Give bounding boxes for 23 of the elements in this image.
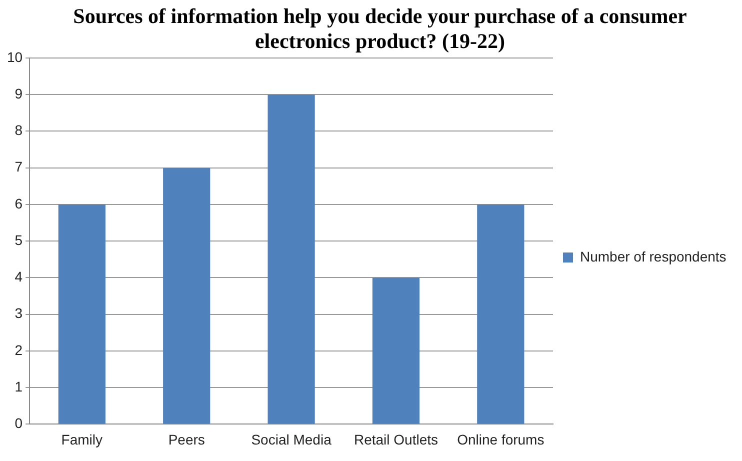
y-tick-label: 7 — [14, 158, 23, 175]
y-tick-label: 0 — [14, 415, 23, 432]
y-tick-label: 8 — [14, 122, 23, 138]
bar — [477, 204, 524, 424]
y-tick-label: 6 — [14, 195, 23, 212]
bar — [58, 204, 106, 424]
bar — [163, 168, 210, 424]
y-tick-label: 4 — [14, 268, 23, 285]
x-tick-label: Family — [61, 431, 103, 448]
x-tick-label: Online forums — [457, 431, 544, 448]
y-tick-label: 9 — [14, 85, 23, 102]
bar — [372, 278, 420, 424]
bar — [268, 94, 315, 424]
x-tick-label: Retail Outlets — [354, 431, 438, 448]
y-tick-label: 1 — [14, 378, 23, 394]
x-tick-label: Peers — [168, 431, 205, 448]
y-tick-label: 5 — [14, 232, 23, 248]
y-tick-label: 2 — [14, 342, 23, 358]
y-tick-label: 3 — [14, 305, 23, 322]
legend-label: Number of respondents — [580, 248, 726, 264]
x-tick-label: Social Media — [251, 431, 332, 448]
y-tick-label: 10 — [6, 48, 23, 65]
chart-title: Sources of information help you decide your purchase of a consumer electronics product? (19-22) — [72, 4, 688, 54]
